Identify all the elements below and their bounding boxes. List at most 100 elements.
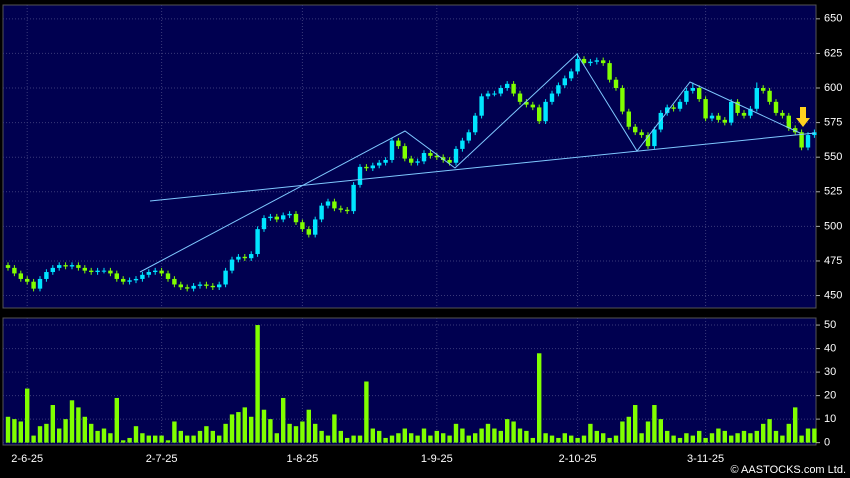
candle-body <box>473 115 478 133</box>
candle-body <box>684 90 689 102</box>
candle-body <box>665 107 670 113</box>
volume-bar <box>639 433 644 443</box>
candle-body <box>786 115 791 129</box>
volume-bar <box>786 423 791 443</box>
volume-bar <box>773 430 779 443</box>
candle-body <box>805 135 811 148</box>
candle-body <box>338 208 343 210</box>
volume-bar <box>357 435 363 443</box>
y-tick-label: 40 <box>824 342 836 354</box>
volume-bar <box>210 430 215 443</box>
volume-bar <box>761 423 766 443</box>
volume-bar <box>146 435 151 443</box>
volume-bar <box>805 428 811 443</box>
candle-body <box>293 213 299 223</box>
volume-bar <box>261 409 267 443</box>
volume-bar <box>652 405 657 443</box>
volume-bar <box>370 428 375 443</box>
candle-body <box>562 78 567 86</box>
volume-bar <box>178 430 183 443</box>
volume-bar <box>793 407 798 443</box>
volume-bar <box>82 416 87 443</box>
candle-body <box>575 58 580 72</box>
candle-body <box>268 216 273 219</box>
volume-bar <box>645 421 651 443</box>
candle-body <box>185 287 190 289</box>
candle-body <box>812 132 817 136</box>
volume-bar <box>306 409 311 443</box>
volume-bar <box>677 437 683 443</box>
volume-bar <box>421 428 427 443</box>
y-tick-label: 50 <box>824 319 836 331</box>
volume-bar <box>69 400 75 443</box>
candle-body <box>370 165 375 169</box>
copyright: © AASTOCKS.com Ltd. <box>731 464 847 476</box>
volume-bar <box>114 397 119 443</box>
candle-body <box>594 60 599 62</box>
volume-bar <box>428 435 433 443</box>
candle-body <box>530 104 535 108</box>
y-tick-label: 0 <box>824 437 830 449</box>
candle-body <box>197 284 203 286</box>
candle-body <box>287 213 292 216</box>
y-tick-label: 650 <box>824 13 842 25</box>
candle-body <box>639 132 644 136</box>
candle-body <box>217 284 222 288</box>
volume-bar <box>575 437 580 443</box>
volume-bar <box>383 437 388 443</box>
volume-bar <box>569 435 574 443</box>
candle-body <box>242 256 247 259</box>
x-tick-label: 2-6-25 <box>11 453 43 465</box>
candle-body <box>709 115 715 119</box>
y-tick-label: 600 <box>824 82 842 94</box>
candle-body <box>613 79 619 89</box>
volume-bar <box>159 435 164 443</box>
candle-body <box>69 265 75 267</box>
volume-bar <box>127 437 132 443</box>
candle-body <box>428 153 433 156</box>
candle-body <box>658 112 663 130</box>
candle-body <box>18 273 23 279</box>
y-tick-label: 575 <box>824 117 842 129</box>
candle-body <box>121 278 126 282</box>
candle-body <box>249 254 254 259</box>
volume-bar <box>626 416 631 443</box>
candle-body <box>44 272 49 279</box>
candle-body <box>377 162 382 166</box>
candle-body <box>383 159 388 163</box>
volume-bar <box>185 435 190 443</box>
volume-bar <box>473 433 478 443</box>
candle-body <box>300 222 305 230</box>
candle-body <box>741 112 747 116</box>
volume-bar <box>709 433 715 443</box>
volume-bar <box>249 416 254 443</box>
y-tick-label: 20 <box>824 390 836 402</box>
candle-body <box>748 108 753 116</box>
candle-body <box>146 272 151 275</box>
volume-bar <box>594 430 599 443</box>
volume-bar <box>50 405 55 443</box>
volume-bar <box>108 433 113 443</box>
volume-bar <box>31 435 36 443</box>
x-tick-label: 2-10-25 <box>559 453 597 465</box>
candle-body <box>607 63 612 80</box>
candle-body <box>453 148 459 163</box>
volume-bar <box>767 419 772 443</box>
candle-body <box>345 209 350 212</box>
volume-bar <box>690 435 695 443</box>
volume-bar <box>402 428 407 443</box>
volume-bar <box>735 433 740 443</box>
x-tick-label: 1-8-25 <box>287 453 319 465</box>
candle-body <box>588 61 593 64</box>
candle-body <box>25 278 30 282</box>
candle-body <box>127 280 132 282</box>
candle-body <box>671 107 676 109</box>
candle-body <box>108 270 113 274</box>
y-tick-label: 450 <box>824 289 842 301</box>
volume-bar <box>722 430 727 443</box>
volume-bar <box>63 419 68 443</box>
candle-body <box>645 135 651 147</box>
volume-bar <box>25 388 30 443</box>
y-tick-label: 10 <box>824 413 836 425</box>
candle-body <box>441 157 446 160</box>
